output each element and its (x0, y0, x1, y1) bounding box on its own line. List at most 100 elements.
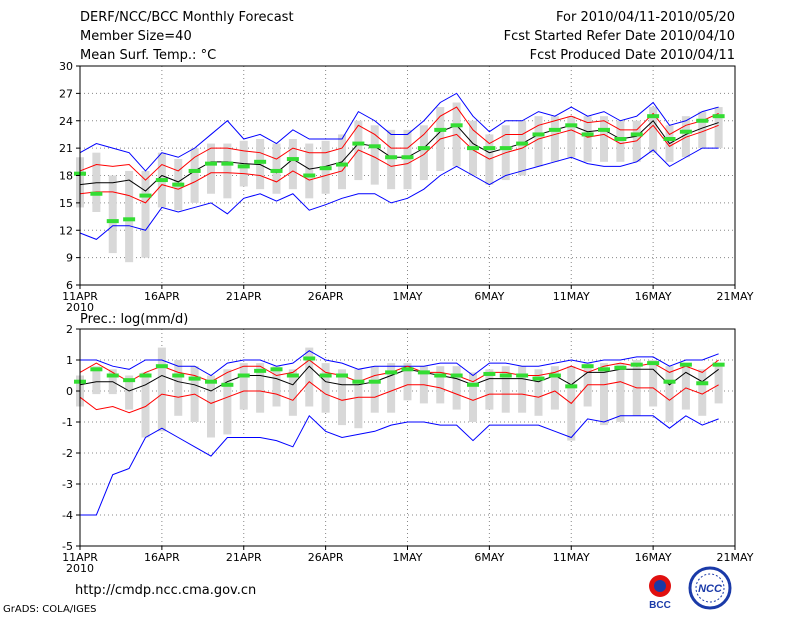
median-marker (106, 373, 119, 378)
median-marker (401, 367, 414, 372)
ncc-logo-ring (688, 566, 732, 610)
spread-box (665, 366, 674, 422)
median-marker (139, 193, 152, 198)
y-tick-label: 27 (59, 87, 73, 100)
median-marker (696, 118, 709, 123)
median-marker (385, 155, 398, 160)
median-marker (696, 381, 709, 386)
y-tick-label: -5 (62, 540, 73, 553)
spread-box (141, 372, 150, 438)
spread-box (419, 125, 428, 181)
spread-box (207, 375, 215, 438)
spread-box (616, 120, 625, 162)
y-tick-label: -4 (62, 509, 73, 522)
spread-box (501, 366, 510, 413)
spread-box (550, 366, 559, 410)
median-marker (532, 376, 545, 381)
median-marker (336, 162, 348, 167)
median-marker (598, 367, 610, 372)
x-tick-label: 11APR (62, 290, 98, 303)
median-marker (532, 132, 545, 137)
median-marker (303, 356, 316, 361)
median-marker (368, 144, 381, 149)
spread-box (387, 363, 396, 413)
spread-box (370, 366, 379, 413)
median-marker (352, 379, 365, 384)
x-tick-label: 16MAY (635, 551, 672, 564)
source-url[interactable]: http://cmdp.ncc.cma.gov.cn (75, 583, 257, 598)
median-marker (630, 132, 643, 137)
forecast-period: For 2010/04/11-2010/05/20 (556, 10, 735, 25)
median-marker (548, 127, 561, 132)
median-marker (598, 127, 610, 132)
spread-box (583, 116, 592, 162)
median-marker (483, 371, 496, 376)
x-tick-label: 21MAY (717, 290, 754, 303)
median-marker (254, 159, 267, 164)
variable-label: Mean Surf. Temp.: °C (80, 48, 217, 63)
median-marker (565, 384, 578, 389)
ncc-logo-label: NCC (698, 583, 723, 595)
bcc-logo-label: BCC (649, 600, 671, 610)
median-marker (319, 166, 332, 171)
panel-title: Prec.: log(mm/d) (80, 312, 188, 327)
spread-box (338, 369, 346, 426)
spread-box (600, 116, 608, 162)
y-tick-label: 9 (66, 252, 73, 265)
spread-box (108, 175, 117, 254)
x-tick-label: 1MAY (393, 290, 423, 303)
median-marker (516, 141, 529, 146)
median-marker (581, 132, 594, 137)
median-marker (450, 373, 463, 378)
spread-box (469, 372, 477, 422)
spread-box (354, 369, 363, 429)
median-marker (123, 217, 136, 222)
y-tick-label: 0 (66, 385, 73, 398)
median-marker (139, 373, 152, 378)
series-line-max (79, 92, 719, 172)
median-marker (467, 382, 479, 387)
median-marker (401, 155, 414, 160)
median-marker (434, 373, 447, 378)
spread-box (403, 363, 412, 401)
x-tick-label: 16APR (144, 551, 180, 564)
median-marker (123, 378, 136, 383)
x-tick-label: 16MAY (635, 290, 672, 303)
x-tick-sublabel: 2010 (66, 562, 94, 575)
median-marker (565, 123, 578, 128)
spread-box (370, 125, 379, 185)
y-tick-label: 30 (59, 60, 73, 73)
bcc-logo-core (654, 580, 666, 592)
spread-box (436, 366, 445, 404)
spread-box (305, 143, 314, 199)
series-line-mean (79, 365, 719, 392)
spread-box (174, 360, 183, 416)
spread-box (256, 363, 265, 413)
median-marker (417, 146, 430, 151)
series-line-min (79, 147, 719, 240)
series-line-mean (79, 119, 719, 192)
median-marker (188, 376, 201, 381)
x-tick-label: 11APR (62, 551, 98, 564)
median-marker (663, 379, 676, 384)
ncc-logo-inner-ring (695, 573, 725, 603)
median-marker (614, 137, 627, 141)
series-line-lower (79, 381, 719, 414)
x-tick-label: 16APR (144, 290, 180, 303)
median-marker (90, 191, 103, 196)
spread-box (207, 143, 215, 194)
spread-box (567, 116, 576, 158)
median-marker (319, 373, 332, 378)
median-marker (516, 373, 529, 378)
median-marker (155, 364, 168, 369)
median-marker (581, 364, 594, 369)
spread-box (518, 366, 527, 413)
x-tick-label: 6MAY (474, 290, 504, 303)
x-tick-label: 6MAY (474, 551, 504, 564)
median-marker (254, 368, 267, 373)
median-marker (647, 361, 660, 366)
series-line-upper (79, 106, 719, 181)
median-marker (270, 168, 283, 173)
spread-box (305, 347, 314, 407)
